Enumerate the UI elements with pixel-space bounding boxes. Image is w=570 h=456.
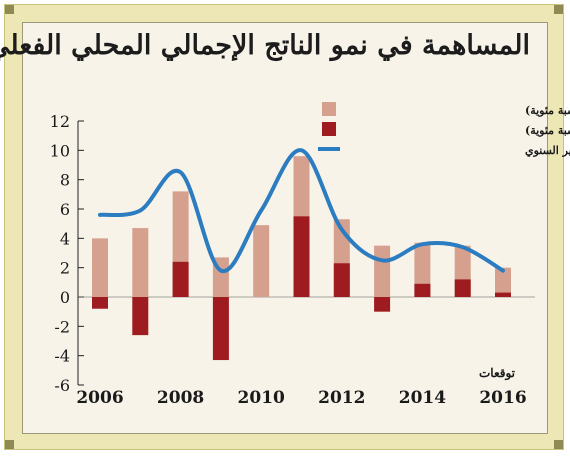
oil-bar	[293, 216, 310, 297]
chart-title: المساهمة في نمو الناتج الإجمالي المحلي ا…	[0, 30, 530, 61]
oil-bar	[172, 261, 189, 297]
oil-bar	[92, 297, 108, 309]
legend-label: مساهمة القطاع النفطي (نسبة مئوية)	[525, 124, 570, 138]
corner-ornament	[5, 5, 14, 14]
y-tick-label: 10	[50, 141, 70, 160]
corner-ornament	[5, 440, 14, 449]
legend-swatch	[322, 102, 336, 116]
non-oil-bar	[132, 228, 149, 297]
non-oil-bar	[253, 225, 270, 297]
x-tick-label: 2014	[399, 388, 446, 408]
x-tick-label: 2006	[76, 388, 123, 408]
oil-bar	[132, 297, 149, 336]
y-tick-label: -6	[54, 376, 70, 395]
y-tick-label: -4	[54, 347, 70, 366]
y-tick-label: 0	[60, 288, 70, 307]
x-tick-label: 2008	[157, 388, 204, 408]
chart-panel	[22, 22, 548, 434]
non-oil-bar	[92, 238, 108, 297]
non-oil-bar	[414, 242, 431, 297]
oil-bar	[454, 279, 471, 297]
y-tick-label: 12	[50, 112, 70, 131]
y-tick-label: 6	[60, 200, 70, 219]
non-oil-bar	[374, 245, 391, 297]
non-oil-bar	[495, 267, 511, 297]
y-tick-label: 8	[60, 171, 70, 190]
x-tick-label: 2012	[318, 388, 365, 408]
corner-ornament	[554, 5, 563, 14]
oil-bar	[495, 292, 511, 297]
oil-bar	[333, 263, 350, 297]
y-tick-label: -2	[54, 317, 70, 336]
legend-swatch	[322, 122, 336, 136]
y-tick-label: 2	[60, 259, 70, 278]
y-tick-label: 4	[60, 229, 70, 248]
corner-ornament	[554, 440, 563, 449]
x-tick-label: 2016	[479, 388, 526, 408]
legend-label: الناتج الإجمالي الفعلي/ التغير السنوي	[525, 144, 570, 158]
legend-label: مساهمة القطاع غير النفطي (نسبة مئوية)	[525, 104, 570, 118]
oil-bar	[414, 283, 431, 297]
x-tick-label: 2010	[238, 388, 285, 408]
gdp-growth-line	[98, 148, 505, 273]
oil-bar	[212, 297, 229, 361]
forecast-annotation: توقعات	[479, 366, 516, 381]
oil-bar	[374, 297, 391, 312]
